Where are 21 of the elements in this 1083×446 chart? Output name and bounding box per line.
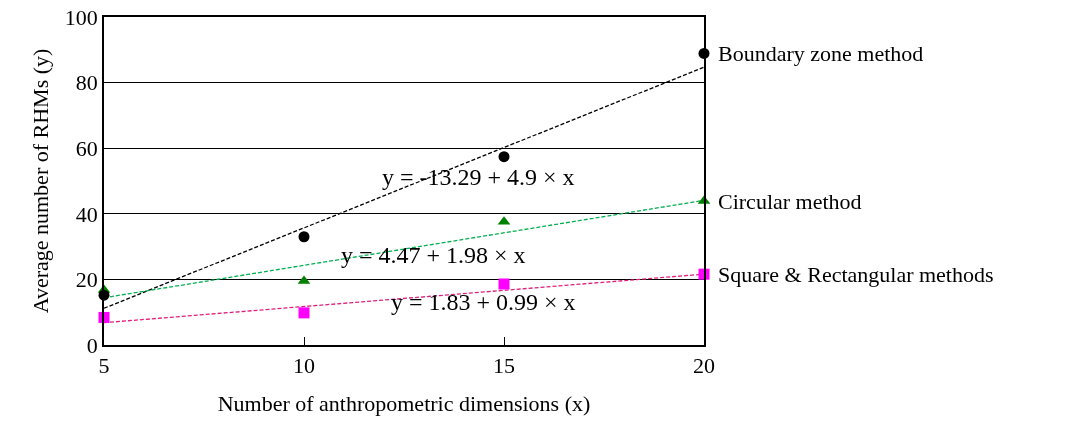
y-tick-label: 20 [75, 267, 98, 293]
annotation: y = 1.83 + 0.99 × x [391, 289, 576, 315]
series-label: Circular method [718, 189, 862, 214]
point [298, 307, 310, 319]
series-label: Boundary zone method [718, 41, 924, 66]
series-label: Square & Rectangular methods [718, 262, 994, 287]
y-axis-title: Average number of RHMs (y) [28, 48, 54, 314]
y-tick-label: 80 [75, 70, 98, 96]
x-axis-title: Number of anthropometric dimensions (x) [217, 390, 591, 416]
y-tick-label: 40 [75, 201, 98, 227]
y-tick-label: 60 [75, 135, 98, 161]
y-tick-label: 0 [86, 332, 98, 358]
point [498, 151, 510, 163]
y-tick-label: 100 [64, 4, 98, 30]
x-tick-label: 10 [293, 353, 315, 379]
point [298, 231, 310, 243]
x-tick-label: 5 [98, 353, 110, 379]
point [498, 278, 510, 290]
x-tick-label: 15 [493, 353, 515, 379]
annotation: y = -13.29 + 4.9 × x [382, 164, 575, 190]
x-tick-label: 20 [693, 353, 715, 379]
